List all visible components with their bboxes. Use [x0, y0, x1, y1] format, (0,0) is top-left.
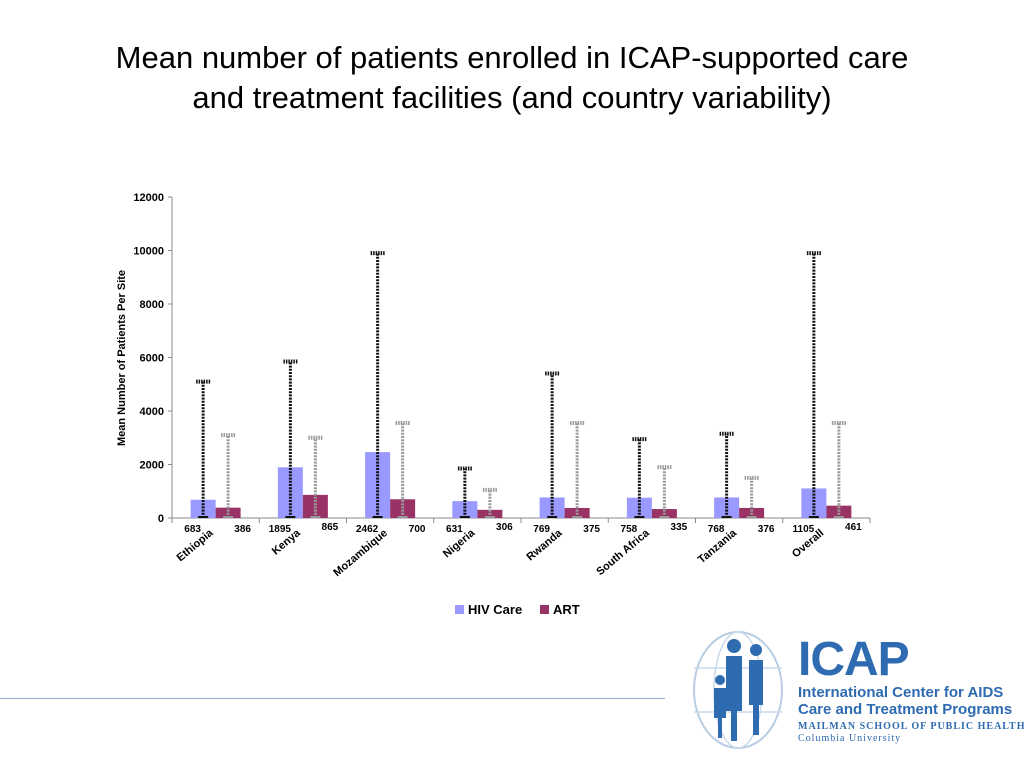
y-tick-label: 8000 — [140, 299, 164, 311]
data-label: 461 — [845, 522, 862, 533]
data-label: 306 — [496, 522, 513, 533]
bar-hiv-care — [452, 501, 478, 518]
logo-subtitle-line2: Care and Treatment Programs — [798, 701, 1013, 718]
slide-title: Mean number of patients enrolled in ICAP… — [40, 38, 984, 118]
y-tick-label: 2000 — [140, 460, 164, 472]
data-label: 1895 — [269, 524, 292, 535]
legend-label: HIV Care — [468, 602, 522, 617]
globe-figures-icon — [693, 631, 783, 749]
data-label: 375 — [583, 524, 600, 535]
y-tick-label: 12000 — [133, 192, 164, 204]
y-tick-label: 6000 — [140, 353, 164, 365]
slide-title-line2: and treatment facilities (and country va… — [192, 80, 832, 115]
bar-chart: 0 2000 4000 6000 8000 10000 12000 Mean Number o… — [116, 192, 871, 617]
y-tick-label: 0 — [158, 513, 164, 525]
legend-swatch — [540, 605, 549, 614]
data-label: 769 — [533, 524, 550, 535]
y-tick-label: 10000 — [133, 246, 164, 258]
icap-logo: ICAP International Center for AIDS Care … — [690, 628, 1024, 753]
data-label: 683 — [184, 524, 201, 535]
legend-label: ART — [553, 602, 580, 617]
data-label: 335 — [671, 522, 688, 533]
bar-art — [826, 505, 852, 518]
legend-swatch — [455, 605, 464, 614]
y-tick-label: 4000 — [140, 406, 164, 418]
data-label: 376 — [758, 524, 775, 535]
logo-subtitle-line1: International Center for AIDS — [798, 684, 1004, 701]
footer-divider — [0, 698, 665, 699]
data-label: 1105 — [793, 524, 815, 535]
slide-title-line1: Mean number of patients enrolled in ICAP… — [115, 40, 909, 75]
logo-school: MAILMAN SCHOOL OF PUBLIC HEALTH — [798, 721, 1024, 732]
bar-art — [390, 499, 416, 518]
data-label: 865 — [322, 522, 339, 533]
y-axis-label: Mean Number of Patients Per Site — [116, 270, 128, 446]
data-label: 2462 — [356, 524, 379, 535]
logo-university: Columbia University — [798, 733, 902, 744]
data-label: 758 — [621, 524, 638, 535]
logo-wordmark: ICAP — [798, 633, 910, 686]
data-label: 631 — [446, 524, 463, 535]
data-label: 768 — [708, 524, 725, 535]
data-label: 700 — [409, 524, 426, 535]
bar-hiv-care — [190, 499, 216, 518]
data-label: 386 — [234, 524, 251, 535]
